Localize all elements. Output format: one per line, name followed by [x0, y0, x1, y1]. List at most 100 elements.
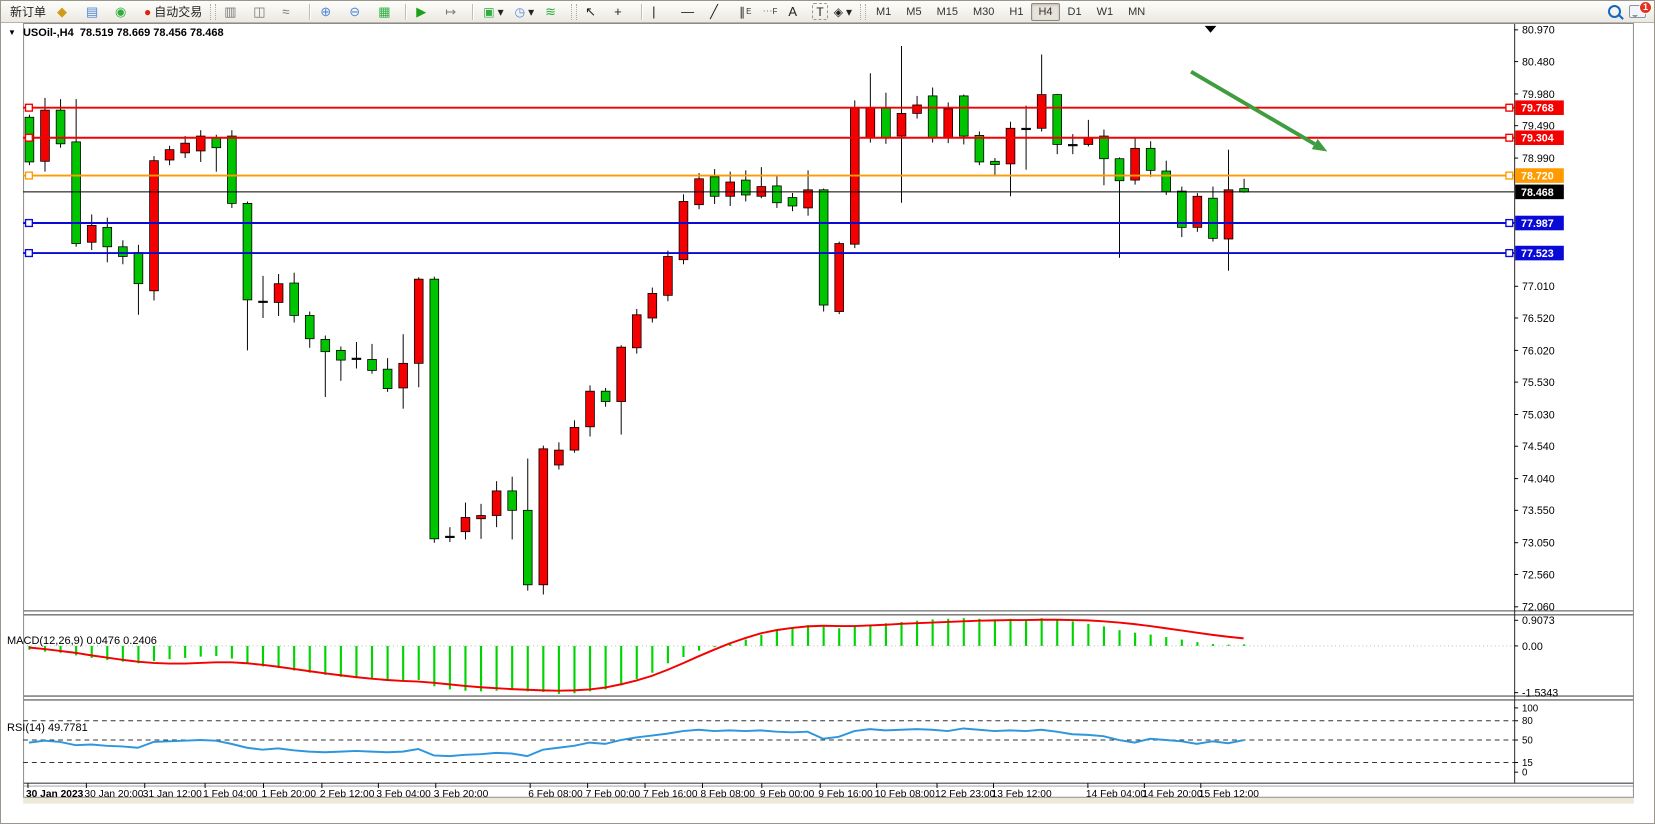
- svg-text:73.550: 73.550: [1522, 505, 1555, 517]
- svg-text:80: 80: [1522, 716, 1533, 727]
- tile-windows-icon[interactable]: ▦: [378, 4, 391, 19]
- svg-text:0: 0: [1522, 768, 1528, 779]
- tab-h1[interactable]: H1: [1009, 5, 1024, 18]
- crosshair-tool-icon[interactable]: +: [614, 4, 622, 19]
- svg-text:72.560: 72.560: [1522, 569, 1555, 581]
- profiles-button[interactable]: ◷ ▾: [510, 2, 540, 21]
- equidistant-channel-tool-icon[interactable]: ∥ E: [739, 4, 752, 19]
- chart-window: 80.970 80.480 79.980 79.490 78.990 77.010 76.5…: [1, 23, 1655, 824]
- tab-d1[interactable]: D1: [1067, 5, 1082, 18]
- svg-text:2 Feb 12:00: 2 Feb 12:00: [320, 789, 375, 800]
- chart-shift-icon[interactable]: ↦: [445, 4, 457, 19]
- auto-scroll-icon[interactable]: ▶: [416, 4, 427, 19]
- svg-text:12 Feb 23:00: 12 Feb 23:00: [935, 789, 995, 800]
- notification-badge: 1: [1638, 1, 1652, 14]
- svg-text:6 Feb 08:00: 6 Feb 08:00: [528, 789, 583, 800]
- svg-text:31 Jan 12:00: 31 Jan 12:00: [143, 789, 202, 800]
- horizontal-line-tool-icon[interactable]: —: [681, 4, 695, 19]
- svg-text:8 Feb 08:00: 8 Feb 08:00: [701, 789, 756, 800]
- new-chart-icon: ▣: [483, 4, 495, 19]
- new-order-label: 新订单: [10, 5, 47, 19]
- svg-text:1 Feb 04:00: 1 Feb 04:00: [203, 789, 258, 800]
- zoom-in-icon[interactable]: ⊕: [320, 4, 332, 19]
- new-order-button[interactable]: 新订单: [5, 2, 51, 21]
- rsi-label: RSI(14) 49.7781: [7, 722, 88, 734]
- candlestick-chart-icon[interactable]: ◫: [253, 4, 266, 19]
- signals-icon[interactable]: ◉: [115, 4, 127, 19]
- svg-text:15: 15: [1522, 758, 1533, 769]
- svg-text:75.530: 75.530: [1522, 377, 1555, 389]
- svg-text:74.040: 74.040: [1522, 473, 1555, 485]
- tab-h4[interactable]: H4: [1031, 2, 1060, 21]
- svg-text:30 Jan 2023: 30 Jan 2023: [26, 789, 84, 800]
- svg-text:75.030: 75.030: [1522, 409, 1555, 421]
- svg-text:0.9073: 0.9073: [1522, 615, 1555, 627]
- svg-text:79.490: 79.490: [1522, 121, 1555, 133]
- tab-m15[interactable]: M15: [936, 5, 958, 18]
- main-toolbar: 新订单 ◆ ▤ ◉ ● 自动交易 ▥ ◫ ≈ ⊕ ⊖ ▦ ▶ ↦ ▣ ▾ ◷ ▾…: [1, 1, 1654, 23]
- indicators-icon[interactable]: ≋: [545, 4, 557, 19]
- svg-text:74.540: 74.540: [1522, 441, 1555, 453]
- svg-text:79.980: 79.980: [1522, 89, 1555, 101]
- caret-down-icon: ▾: [497, 4, 504, 19]
- svg-text:78.720: 78.720: [1521, 170, 1554, 182]
- chat-notification-icon[interactable]: 1: [1629, 1, 1652, 18]
- svg-text:7 Feb 00:00: 7 Feb 00:00: [586, 789, 641, 800]
- svg-text:9 Feb 16:00: 9 Feb 16:00: [818, 789, 873, 800]
- line-chart-icon[interactable]: ≈: [282, 4, 290, 19]
- tab-mn[interactable]: MN: [1128, 5, 1146, 18]
- svg-text:3 Feb 04:00: 3 Feb 04:00: [376, 789, 431, 800]
- autotrading-status-icon: ●: [144, 4, 152, 19]
- svg-text:77.010: 77.010: [1522, 281, 1555, 293]
- search-icon[interactable]: [1608, 5, 1621, 18]
- terminal-window-icon[interactable]: ▤: [86, 4, 99, 19]
- svg-text:76.020: 76.020: [1522, 345, 1555, 357]
- autotrading-button[interactable]: ● 自动交易: [139, 2, 207, 21]
- tab-m30[interactable]: M30: [972, 5, 995, 18]
- tab-m1[interactable]: M1: [876, 5, 892, 18]
- svg-text:80.480: 80.480: [1522, 56, 1555, 68]
- fibonacci-tool-icon[interactable]: ⋯ F: [762, 6, 778, 17]
- svg-text:72.060: 72.060: [1522, 602, 1555, 614]
- tab-w1[interactable]: W1: [1096, 5, 1114, 18]
- symbol-ohlc: 78.519 78.669 78.456 78.468: [79, 27, 224, 39]
- svg-text:77.987: 77.987: [1521, 218, 1554, 230]
- caret-down-icon: ▾: [845, 4, 853, 19]
- cursor-tool-icon[interactable]: ↖: [585, 4, 597, 19]
- metaeditor-icon[interactable]: ◆: [57, 4, 68, 19]
- chart-canvas[interactable]: 80.970 80.480 79.980 79.490 78.990 77.010 76.5…: [1, 23, 1655, 824]
- svg-text:30 Jan 20:00: 30 Jan 20:00: [84, 789, 143, 800]
- svg-text:78.990: 78.990: [1522, 153, 1555, 165]
- arrows-tool-button[interactable]: ◈ ▾: [829, 2, 857, 21]
- svg-text:3 Feb 20:00: 3 Feb 20:00: [434, 789, 489, 800]
- bar-chart-icon[interactable]: ▥: [224, 4, 237, 19]
- svg-text:10 Feb 08:00: 10 Feb 08:00: [875, 789, 935, 800]
- symbol-menu-icon[interactable]: ▼: [8, 28, 16, 37]
- svg-text:1 Feb 20:00: 1 Feb 20:00: [262, 789, 317, 800]
- text-label-tool-icon[interactable]: T: [812, 3, 828, 20]
- svg-text:78.468: 78.468: [1521, 187, 1554, 199]
- svg-text:76.520: 76.520: [1522, 313, 1555, 325]
- svg-text:14 Feb 20:00: 14 Feb 20:00: [1142, 789, 1202, 800]
- autotrading-label: 自动交易: [154, 5, 203, 19]
- svg-text:100: 100: [1522, 703, 1539, 714]
- svg-text:79.304: 79.304: [1521, 133, 1554, 145]
- zoom-out-icon[interactable]: ⊖: [349, 4, 361, 19]
- svg-text:13 Feb 12:00: 13 Feb 12:00: [992, 789, 1052, 800]
- svg-text:0.00: 0.00: [1522, 641, 1543, 653]
- svg-text:7 Feb 16:00: 7 Feb 16:00: [643, 789, 698, 800]
- svg-text:9 Feb 00:00: 9 Feb 00:00: [760, 789, 815, 800]
- tab-m5[interactable]: M5: [906, 5, 922, 18]
- svg-text:73.050: 73.050: [1522, 538, 1555, 550]
- svg-text:77.523: 77.523: [1521, 248, 1554, 260]
- macd-label: MACD(12,26,9) 0.0476 0.2406: [7, 635, 157, 647]
- svg-text:-1.5343: -1.5343: [1522, 688, 1558, 700]
- trendline-tool-icon[interactable]: ╱: [710, 4, 718, 19]
- symbol-header[interactable]: ▼ USOil-,H4 78.519 78.669 78.456 78.468: [8, 27, 224, 39]
- clock-icon: ◷: [514, 4, 526, 19]
- text-tool-icon[interactable]: A: [788, 4, 798, 19]
- svg-text:79.768: 79.768: [1521, 103, 1554, 115]
- vertical-line-tool-icon[interactable]: |: [652, 4, 656, 19]
- new-chart-button[interactable]: ▣ ▾: [478, 2, 508, 21]
